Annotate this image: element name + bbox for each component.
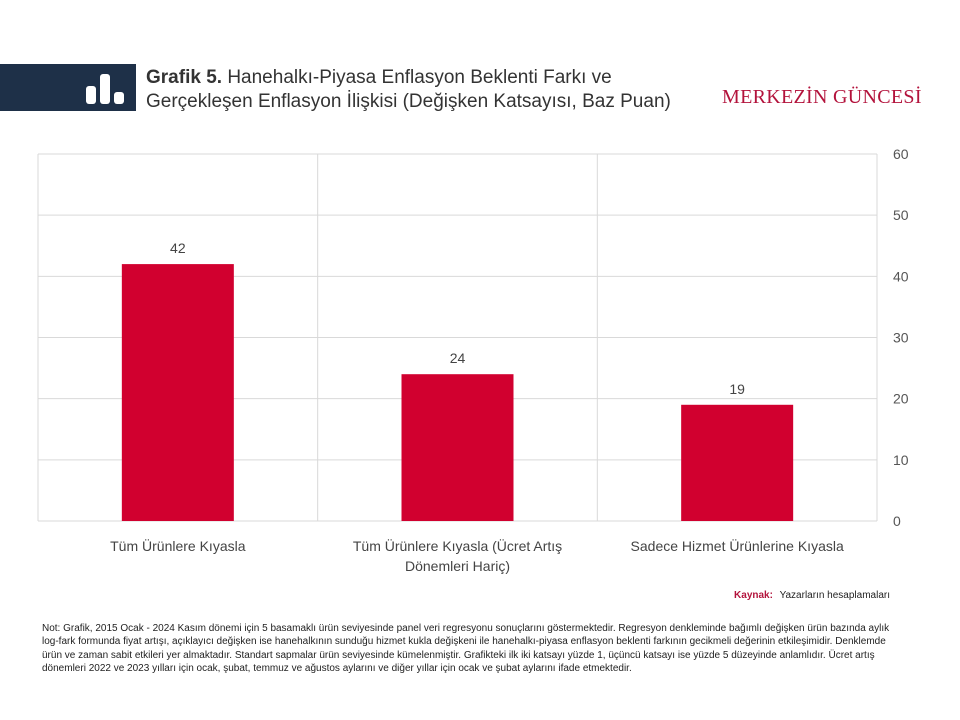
source-label: Kaynak: [734,590,773,601]
bar [681,404,794,521]
source-value: Yazarların hesaplamaları [779,590,890,601]
data-label: 19 [729,381,745,397]
y-tick-label: 0 [893,513,901,529]
y-tick-label: 20 [893,391,909,407]
bar [401,374,514,521]
y-tick-label: 40 [893,268,909,284]
header-banner [0,64,136,111]
footnote: Not: Grafik, 2015 Ocak - 2024 Kasım döne… [42,623,890,675]
y-tick-label: 50 [893,207,909,223]
source-line: Kaynak: Yazarların hesaplamaları [734,590,890,601]
x-tick-label: Tüm Ürünlere Kıyasla (Ücret Artış Döneml… [352,538,563,574]
y-tick-label: 60 [893,146,909,162]
x-tick-label: Sadece Hizmet Ürünlerine Kıyasla [630,538,844,554]
title-line-1: Hanehalkı-Piyasa Enflasyon Beklenti Fark… [227,67,612,88]
data-label: 42 [170,240,186,256]
bar-chart-icon [86,74,124,104]
data-label: 24 [450,350,466,366]
title-line-2: Gerçekleşen Enflasyon İlişkisi (Değişken… [146,91,671,112]
title-prefix: Grafik 5. [146,67,223,88]
x-tick-label: Tüm Ürünlere Kıyasla [110,538,246,554]
y-tick-label: 10 [893,452,909,468]
y-tick-label: 30 [893,330,909,346]
chart-title: Grafik 5. Hanehalkı-Piyasa Enflasyon Bek… [146,66,716,114]
brand-logo: MERKEZİN GÜNCESİ [722,86,922,108]
bar [121,264,234,521]
